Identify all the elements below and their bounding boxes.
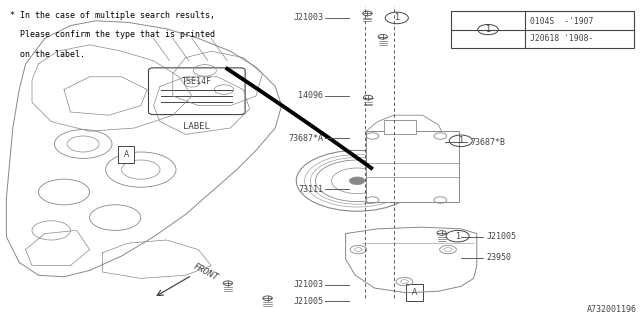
Text: 73111: 73111: [298, 185, 323, 194]
Circle shape: [349, 177, 365, 185]
Text: A: A: [412, 288, 417, 297]
Text: 14096: 14096: [298, 92, 323, 100]
Text: 73687*B: 73687*B: [470, 138, 506, 147]
Text: 1: 1: [394, 13, 399, 22]
Text: 1: 1: [485, 25, 491, 34]
Bar: [118, 146, 134, 163]
Bar: [384, 120, 416, 134]
Text: LABEL: LABEL: [184, 122, 210, 131]
Text: 0104S  -'1907: 0104S -'1907: [530, 17, 593, 26]
Text: J21005: J21005: [486, 232, 516, 241]
Text: J21003: J21003: [293, 13, 323, 22]
Text: on the label.: on the label.: [10, 50, 84, 59]
Bar: [406, 284, 423, 301]
Text: 23950: 23950: [486, 253, 511, 262]
Text: Please confirm the type that is printed: Please confirm the type that is printed: [10, 30, 214, 39]
Text: J20618 '1908-: J20618 '1908-: [530, 34, 593, 43]
Text: 73687*A: 73687*A: [288, 134, 323, 143]
Bar: [366, 131, 459, 202]
Bar: [451, 11, 634, 48]
Text: A: A: [124, 150, 129, 159]
Text: J21003: J21003: [293, 280, 323, 289]
FancyBboxPatch shape: [148, 68, 245, 115]
Text: FRONT: FRONT: [192, 262, 220, 283]
Text: TSE14F: TSE14F: [182, 77, 212, 86]
Text: A732001196: A732001196: [587, 305, 637, 314]
Text: J21005: J21005: [293, 297, 323, 306]
Text: 1: 1: [455, 232, 460, 241]
Text: * In the case of multiple search results,: * In the case of multiple search results…: [10, 11, 214, 20]
Text: 1: 1: [458, 136, 463, 145]
